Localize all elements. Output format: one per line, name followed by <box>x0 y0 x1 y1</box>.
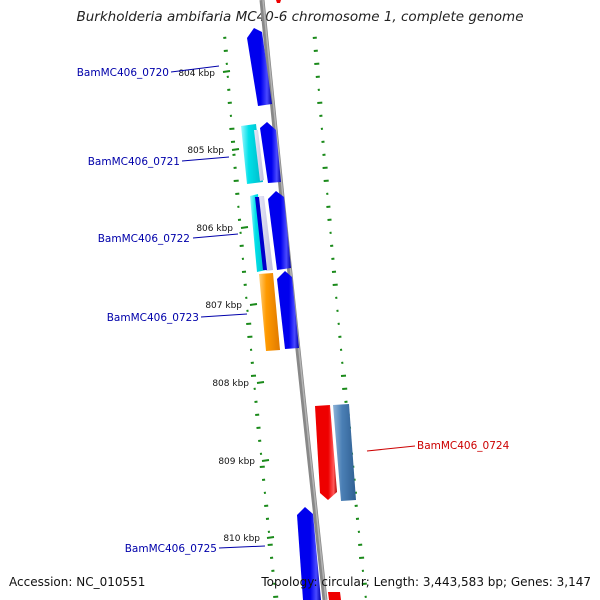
gene-bammc406-0724[interactable] <box>315 405 337 500</box>
gene-label-0722[interactable]: BamMC406_0722 <box>98 233 190 245</box>
genome-title: Burkholderia ambifaria MC40-6 chromosome… <box>76 9 524 25</box>
gene-bammc406-0722-blue[interactable] <box>268 191 291 270</box>
gene-label-0724[interactable]: BamMC406_0724 <box>417 440 510 452</box>
gene-bammc406-0725[interactable] <box>297 507 321 600</box>
leader-line-0721 <box>181 156 230 162</box>
gene-label-0723[interactable]: BamMC406_0723 <box>107 312 199 324</box>
gene-bammc406-0720[interactable] <box>247 28 272 106</box>
tick-mark <box>266 536 275 539</box>
leader-line-0720 <box>170 65 220 73</box>
gene-bammc406-0722-blue-inner <box>255 197 267 270</box>
tick-mark <box>240 226 249 229</box>
leader-line-0722 <box>192 233 239 239</box>
tick-label-806: 806 kbp <box>196 224 233 234</box>
position-tick-marks <box>222 70 275 539</box>
gene-label-0725[interactable]: BamMC406_0725 <box>125 543 217 555</box>
accession-text: Accession: NC_010551 <box>9 575 146 589</box>
leader-line-0724 <box>366 445 416 452</box>
gene-bammc406-0721-blue[interactable] <box>260 122 281 183</box>
gene-label-0720[interactable]: BamMC406_0720 <box>77 67 169 79</box>
tick-mark <box>249 303 258 306</box>
tick-label-804: 804 kbp <box>178 69 215 79</box>
tick-mark <box>231 148 240 151</box>
tick-mark <box>222 70 231 73</box>
tick-mark <box>256 381 265 384</box>
gene-bammc406-0723-blue[interactable] <box>277 271 299 349</box>
gc-track-right <box>312 36 367 598</box>
tick-label-809: 809 kbp <box>218 457 255 467</box>
tick-label-810: 810 kbp <box>223 534 260 544</box>
gc-track-left <box>223 36 279 598</box>
tick-label-805: 805 kbp <box>187 146 224 156</box>
topology-text: Topology: circular; Length: 3,443,583 bp… <box>261 575 591 589</box>
tick-label-807: 807 kbp <box>205 301 242 311</box>
tick-label-808: 808 kbp <box>212 379 249 389</box>
gene-partial-bottom <box>328 592 341 600</box>
gene-bammc406-0722-pale <box>258 196 273 271</box>
tick-mark <box>261 459 270 462</box>
gene-bammc406-0724-steel[interactable] <box>333 404 356 501</box>
gene-bammc406-0723[interactable] <box>259 273 280 351</box>
gene-label-0721[interactable]: BamMC406_0721 <box>88 156 180 168</box>
leader-line-0723 <box>200 313 248 318</box>
gene-partial-top <box>276 0 281 3</box>
leader-line-0725 <box>218 545 266 549</box>
gene-features <box>241 0 356 600</box>
gene-bammc406-0721-pale <box>254 130 264 181</box>
